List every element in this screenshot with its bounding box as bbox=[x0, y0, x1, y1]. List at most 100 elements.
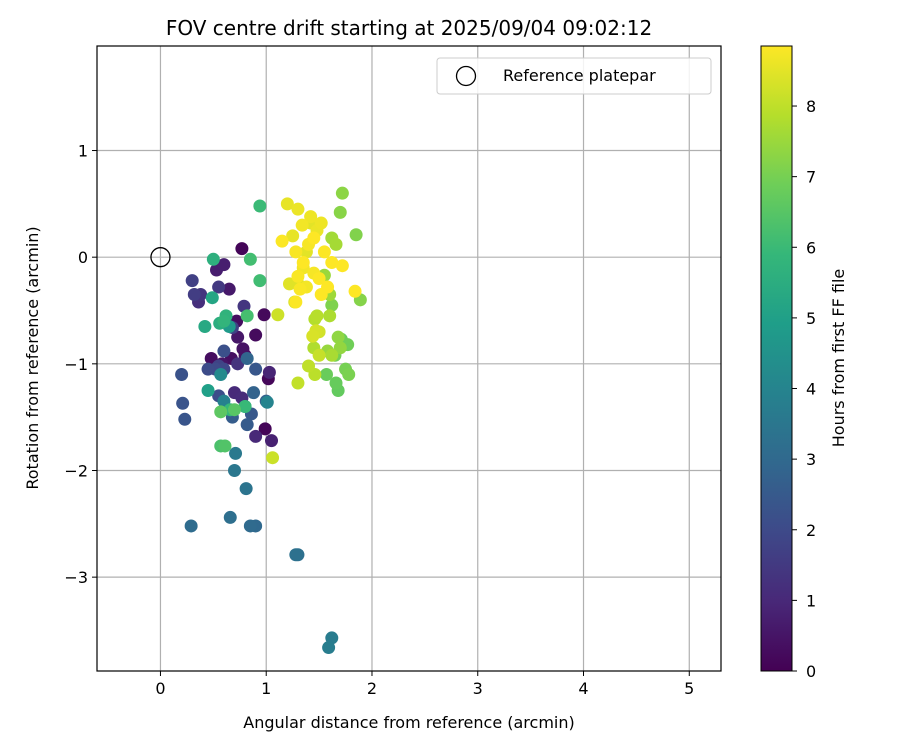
data-point bbox=[310, 309, 324, 323]
data-point bbox=[325, 348, 339, 362]
data-point bbox=[312, 348, 326, 362]
data-point bbox=[235, 242, 249, 256]
data-point bbox=[198, 320, 212, 334]
data-point bbox=[349, 228, 363, 242]
data-point bbox=[295, 218, 309, 232]
data-point bbox=[218, 439, 232, 453]
data-point bbox=[342, 367, 356, 381]
data-point bbox=[291, 202, 305, 216]
colorbar-ticks: 0 1 2 3 4 5 6 7 8 bbox=[792, 97, 816, 681]
data-point bbox=[348, 284, 362, 298]
x-tick-label: 3 bbox=[473, 679, 483, 698]
data-point bbox=[320, 367, 334, 381]
colorbar-tick-label: 7 bbox=[806, 168, 816, 187]
legend-label: Reference platepar bbox=[503, 66, 656, 85]
data-point bbox=[289, 548, 303, 562]
x-tick-label: 2 bbox=[367, 679, 377, 698]
y-tick-label: −3 bbox=[64, 568, 88, 587]
data-point bbox=[323, 309, 337, 323]
data-point bbox=[247, 386, 261, 400]
colorbar-tick-label: 3 bbox=[806, 450, 816, 469]
data-point bbox=[178, 412, 192, 426]
y-axis-ticks: −3 −2 −1 0 1 bbox=[64, 142, 97, 587]
data-point bbox=[271, 308, 285, 322]
data-point bbox=[333, 205, 347, 219]
data-point bbox=[201, 362, 215, 376]
data-point bbox=[240, 352, 254, 365]
data-point bbox=[307, 231, 321, 245]
y-tick-label: −1 bbox=[64, 355, 88, 374]
data-point bbox=[296, 256, 310, 270]
data-point bbox=[176, 396, 190, 410]
data-point bbox=[260, 395, 274, 409]
data-point bbox=[304, 210, 318, 224]
data-point bbox=[329, 376, 343, 390]
data-point bbox=[222, 282, 236, 296]
colorbar-tick-label: 2 bbox=[806, 521, 816, 540]
data-point bbox=[185, 274, 199, 288]
y-tick-label: 1 bbox=[78, 142, 88, 161]
data-point bbox=[227, 403, 241, 417]
data-point bbox=[175, 367, 189, 381]
data-point bbox=[240, 418, 254, 432]
legend-box bbox=[436, 57, 712, 95]
data-point bbox=[265, 434, 279, 448]
data-point bbox=[333, 341, 347, 355]
colorbar-tick-label: 8 bbox=[806, 97, 816, 116]
data-point bbox=[249, 429, 263, 443]
data-point bbox=[243, 252, 257, 266]
data-point bbox=[187, 288, 201, 302]
data-point bbox=[293, 282, 307, 296]
x-axis-label: Angular distance from reference (arcmin) bbox=[243, 713, 574, 732]
data-point bbox=[317, 245, 331, 259]
colorbar-label: Hours from first FF file bbox=[829, 269, 848, 448]
colorbar-tick-label: 4 bbox=[806, 380, 816, 399]
reference-point-marker bbox=[150, 247, 171, 268]
reference-point bbox=[150, 247, 171, 268]
colorbar bbox=[761, 46, 792, 671]
data-point bbox=[231, 330, 245, 344]
data-point bbox=[291, 269, 305, 283]
data-point bbox=[314, 216, 328, 230]
data-point bbox=[184, 519, 198, 533]
x-axis-ticks: 0 1 2 3 4 5 bbox=[155, 671, 694, 698]
data-point bbox=[231, 357, 245, 371]
data-point bbox=[217, 344, 231, 358]
data-point bbox=[325, 298, 339, 312]
data-point bbox=[223, 510, 237, 524]
data-point bbox=[302, 359, 316, 373]
data-point bbox=[325, 256, 339, 270]
data-point bbox=[212, 280, 226, 294]
data-point bbox=[253, 199, 267, 213]
data-point bbox=[243, 519, 257, 533]
data-point bbox=[266, 451, 280, 465]
x-tick-label: 1 bbox=[261, 679, 271, 698]
data-point bbox=[289, 295, 303, 309]
data-point bbox=[258, 422, 272, 436]
data-point bbox=[239, 482, 253, 496]
data-point bbox=[249, 362, 263, 376]
data-point bbox=[262, 365, 276, 379]
data-point bbox=[206, 252, 220, 266]
data-point bbox=[280, 197, 294, 211]
data-point bbox=[217, 314, 231, 328]
grid bbox=[97, 46, 721, 671]
data-point bbox=[214, 367, 228, 381]
data-point bbox=[205, 291, 219, 305]
data-point bbox=[217, 258, 231, 272]
data-points bbox=[175, 186, 367, 655]
data-point bbox=[335, 186, 349, 200]
chart-title: FOV centre drift starting at 2025/09/04 … bbox=[166, 16, 652, 40]
data-point bbox=[322, 641, 336, 655]
data-point bbox=[329, 237, 343, 251]
data-point bbox=[335, 259, 349, 273]
data-point bbox=[214, 405, 228, 419]
legend-marker-icon bbox=[455, 65, 477, 87]
data-point bbox=[227, 463, 241, 477]
data-point bbox=[229, 446, 243, 460]
data-point bbox=[331, 330, 345, 344]
data-point bbox=[238, 399, 252, 413]
plot-frame bbox=[96, 45, 722, 672]
y-tick-label: −2 bbox=[64, 461, 88, 480]
